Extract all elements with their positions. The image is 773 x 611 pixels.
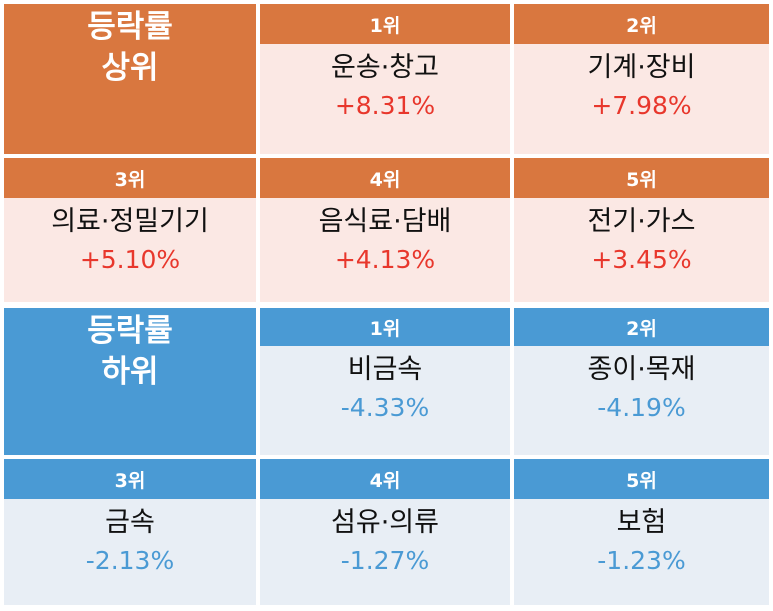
gainer-change-3: +5.10% (79, 245, 181, 274)
loser-sector-1: 비금속 (347, 354, 423, 385)
gainer-cell-3: 의료·정밀기기 +5.10% (4, 198, 256, 302)
gainer-sector-2: 기계·장비 (587, 52, 696, 83)
loser-change-1: -4.33% (340, 393, 430, 422)
gainer-change-5: +3.45% (591, 245, 692, 274)
gainer-change-1: +8.31% (334, 91, 436, 120)
gainer-sector-3: 의료·정밀기기 (51, 206, 209, 237)
losers-title-line2: 하위 (101, 354, 159, 390)
loser-sector-4: 섬유·의류 (331, 507, 439, 538)
gainer-sector-1: 운송·창고 (331, 52, 439, 83)
losers-title-line1: 등락률 (87, 313, 173, 349)
loser-cell-4: 섬유·의류 -1.27% (260, 499, 510, 605)
gainer-rank-1: 1위 (260, 4, 510, 44)
loser-change-2: -4.19% (597, 393, 686, 422)
gainers-title: 등락률 상위 (4, 4, 256, 154)
gainer-rank-2: 2위 (514, 4, 769, 44)
gainer-sector-5: 전기·가스 (587, 206, 696, 237)
gainer-rank-5: 5위 (514, 158, 769, 198)
loser-change-5: -1.23% (597, 546, 686, 575)
gainer-change-2: +7.98% (591, 91, 692, 120)
loser-change-3: -2.13% (85, 546, 175, 575)
gainer-cell-5: 전기·가스 +3.45% (514, 198, 769, 302)
loser-cell-5: 보험 -1.23% (514, 499, 769, 605)
loser-rank-5: 5위 (514, 459, 769, 499)
gainer-cell-4: 음식료·담배 +4.13% (260, 198, 510, 302)
gainer-rank-4: 4위 (260, 158, 510, 198)
loser-sector-3: 금속 (105, 507, 155, 538)
loser-cell-1: 비금속 -4.33% (260, 346, 510, 455)
loser-sector-5: 보험 (616, 507, 667, 538)
gainers-title-line2: 상위 (101, 50, 159, 86)
loser-rank-2: 2위 (514, 308, 769, 346)
loser-rank-4: 4위 (260, 459, 510, 499)
loser-change-4: -1.27% (340, 546, 430, 575)
gainer-cell-2: 기계·장비 +7.98% (514, 44, 769, 154)
gainer-rank-3: 3위 (4, 158, 256, 198)
loser-rank-1: 1위 (260, 308, 510, 346)
loser-cell-3: 금속 -2.13% (4, 499, 256, 605)
loser-cell-2: 종이·목재 -4.19% (514, 346, 769, 455)
gainers-title-line1: 등락률 (87, 9, 173, 45)
gainer-cell-1: 운송·창고 +8.31% (260, 44, 510, 154)
gainer-sector-4: 음식료·담배 (318, 206, 452, 237)
loser-sector-2: 종이·목재 (587, 354, 696, 385)
loser-rank-3: 3위 (4, 459, 256, 499)
gainer-change-4: +4.13% (334, 245, 436, 274)
losers-title: 등락률 하위 (4, 308, 256, 455)
